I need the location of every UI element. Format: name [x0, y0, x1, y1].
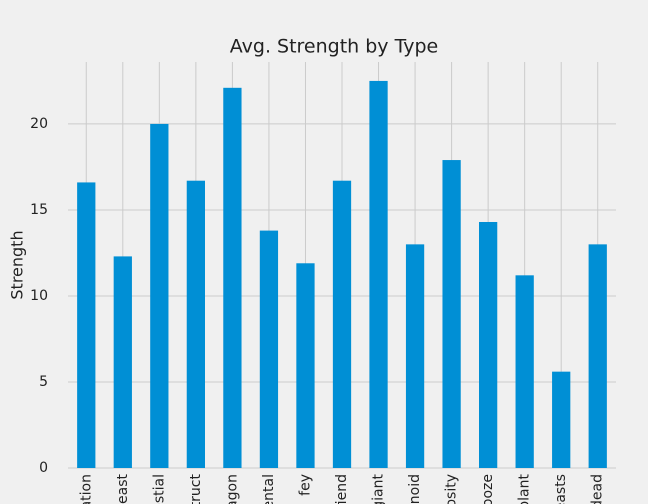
- x-tick-label: giant: [371, 473, 387, 504]
- x-tick-label: elemental: [261, 474, 277, 504]
- bar: [405, 244, 425, 468]
- y-tick-label: 5: [39, 374, 48, 390]
- bar: [259, 230, 279, 468]
- bar: [332, 180, 352, 469]
- bar: [588, 244, 607, 468]
- bar: [223, 87, 242, 468]
- x-tick-label: monstrosity: [444, 474, 460, 504]
- x-tick-label: celestial: [151, 474, 167, 504]
- y-tick-label: 10: [30, 288, 48, 304]
- x-tick-label: humanoid: [407, 474, 423, 504]
- x-tick-label: beast: [115, 474, 131, 504]
- x-tick-label: dragon: [224, 474, 240, 504]
- bar: [77, 182, 96, 469]
- x-tick-label: undead: [590, 474, 606, 504]
- chart-title: Avg. Strength by Type: [230, 36, 438, 58]
- x-tick-label: construct: [188, 473, 204, 504]
- x-tick-label: ooze: [480, 474, 496, 504]
- x-tick-label: fey: [297, 474, 313, 496]
- bar: [479, 221, 498, 468]
- bar: [552, 371, 571, 468]
- y-tick-label: 0: [39, 460, 48, 476]
- bar: [515, 275, 534, 468]
- x-tick-label: aberration: [78, 474, 94, 504]
- bar: [296, 263, 315, 468]
- x-tick-label: swarm of tiny beasts: [553, 474, 569, 504]
- bar: [186, 180, 205, 469]
- bar: [150, 123, 169, 469]
- y-tick-label: 15: [30, 202, 48, 218]
- x-tick-label: fiend: [334, 474, 350, 504]
- y-tick-label: 20: [30, 116, 48, 132]
- x-tick-label: plant: [517, 473, 533, 504]
- bar: [369, 80, 388, 468]
- bar: [442, 160, 461, 468]
- y-axis-label: Strength: [8, 230, 27, 299]
- bar: [113, 256, 132, 468]
